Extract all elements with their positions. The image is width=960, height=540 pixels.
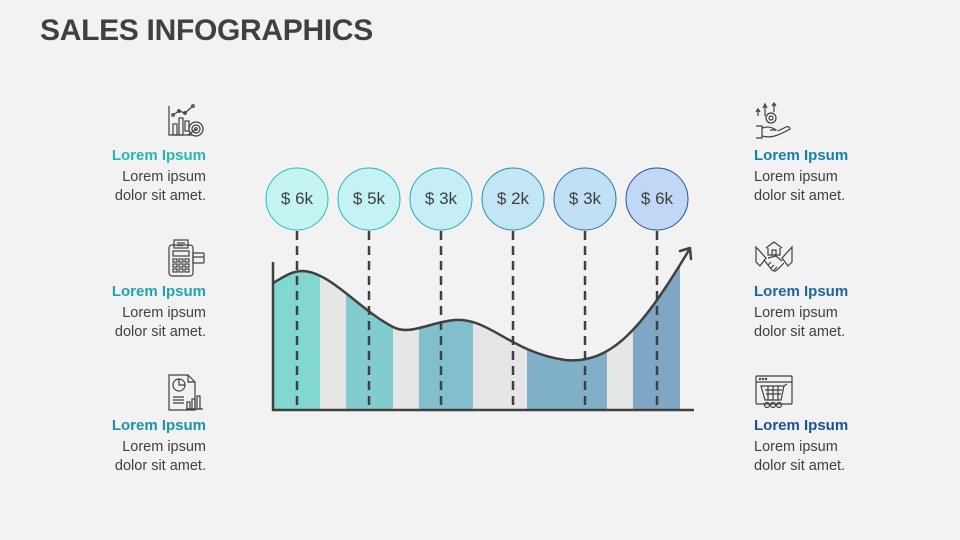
band-4 (527, 250, 607, 410)
item-description-line1: Lorem ipsum (122, 439, 206, 455)
band-gap (607, 250, 633, 410)
value-bubble-5: $ 3k (568, 189, 602, 208)
online-cart-icon (755, 375, 793, 409)
item-description-line2: dolor sit amet. (754, 324, 846, 340)
item-description-line1: Lorem ipsum (122, 305, 206, 321)
payment-terminal-icon (168, 239, 205, 277)
trend-curve (272, 249, 691, 362)
item-description-line2: dolor sit amet. (754, 458, 846, 474)
chart-target-icon (168, 104, 204, 137)
item-description-line1: Lorem ipsum (754, 169, 838, 185)
area-bands (273, 250, 680, 410)
item-description-line2: dolor sit amet. (114, 324, 206, 340)
item-description-line2: dolor sit amet. (754, 188, 846, 204)
hand-gear-growth-icon (755, 102, 791, 139)
handshake-house-icon (755, 241, 793, 272)
item-description-line2: dolor sit amet. (114, 188, 206, 204)
right-item-1: Lorem Ipsum Lorem ipsum dolor sit amet. (754, 102, 914, 206)
left-item-2: Lorem Ipsum Lorem ipsum dolor sit amet. (46, 238, 206, 342)
item-heading: Lorem Ipsum (754, 147, 849, 164)
item-heading: Lorem Ipsum (111, 417, 206, 434)
item-description-line1: Lorem ipsum (754, 305, 838, 321)
left-item-1: Lorem Ipsum Lorem ipsum dolor sit amet. (46, 102, 206, 206)
report-document-icon (168, 374, 203, 411)
band-gap (320, 250, 346, 410)
value-bubble-1: $ 6k (280, 189, 314, 208)
value-bubble-2: $ 5k (352, 189, 386, 208)
value-bubble-6: $ 6k (640, 189, 674, 208)
left-item-3: Lorem Ipsum Lorem ipsum dolor sit amet. (46, 372, 206, 476)
trend-arrowhead-icon (678, 246, 693, 261)
item-heading: Lorem Ipsum (111, 283, 206, 300)
item-description-line2: dolor sit amet. (114, 458, 206, 474)
right-item-2: Lorem Ipsum Lorem ipsum dolor sit amet. (754, 238, 914, 342)
right-item-3: Lorem Ipsum Lorem ipsum dolor sit amet. (754, 372, 914, 476)
item-heading: Lorem Ipsum (754, 417, 849, 434)
item-description-line1: Lorem ipsum (122, 169, 206, 185)
band-gap (393, 250, 419, 410)
value-bubble-3: $ 3k (424, 189, 458, 208)
item-heading: Lorem Ipsum (754, 283, 849, 300)
bubble-circles (265, 167, 689, 231)
item-heading: Lorem Ipsum (111, 147, 206, 164)
value-bubble-4: $ 2k (496, 189, 530, 208)
page-title: SALES INFOGRAPHICS (40, 14, 373, 47)
item-description-line1: Lorem ipsum (754, 439, 838, 455)
